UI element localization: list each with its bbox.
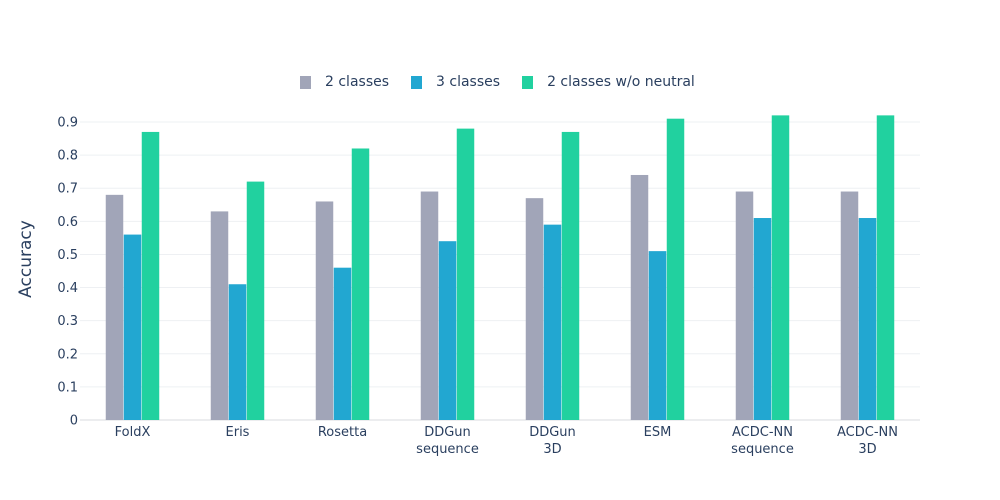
y-tick-label: 0.5 xyxy=(57,248,78,263)
bar[interactable] xyxy=(105,194,124,420)
legend-swatch-2-classes xyxy=(300,75,311,89)
x-tick-label: Rosetta xyxy=(318,425,367,440)
y-tick-label: 0.3 xyxy=(57,314,78,329)
bar[interactable] xyxy=(735,191,754,420)
bar[interactable] xyxy=(141,131,160,420)
bar[interactable] xyxy=(210,211,229,420)
legend-label-3-classes: 3 classes xyxy=(436,74,501,90)
bar[interactable] xyxy=(420,191,439,420)
bars xyxy=(105,115,895,420)
y-tick-label: 0.4 xyxy=(57,281,78,296)
y-axis-title: Accuracy xyxy=(16,220,36,298)
bar[interactable] xyxy=(543,224,562,420)
bar[interactable] xyxy=(525,198,544,420)
legend-label-2-classes: 2 classes xyxy=(325,74,390,90)
legend-item-2-classes-wo-neutral[interactable]: 2 classes w/o neutral xyxy=(522,74,695,90)
bar[interactable] xyxy=(246,181,265,420)
bar[interactable] xyxy=(840,191,859,420)
bar[interactable] xyxy=(561,131,580,420)
bar[interactable] xyxy=(456,128,475,420)
bar[interactable] xyxy=(858,218,877,420)
chart-legend: 2 classes 3 classes 2 classes w/o neutra… xyxy=(300,74,717,90)
y-tick-label: 0.8 xyxy=(57,149,78,164)
legend-swatch-2-classes-wo-neutral xyxy=(522,75,534,89)
y-tick-label: 0 xyxy=(70,414,78,429)
bar[interactable] xyxy=(315,201,334,420)
x-tick-label: FoldX xyxy=(115,425,151,440)
bar[interactable] xyxy=(630,174,649,420)
y-tick-label: 0.9 xyxy=(57,116,78,131)
legend-swatch-3-classes xyxy=(411,75,423,89)
x-tick-label: ACDC-NN sequence xyxy=(731,425,794,457)
bar[interactable] xyxy=(438,241,457,420)
x-axis-ticks: FoldX Eris Rosetta DDGun sequence DDGun 3D ESM A… xyxy=(115,425,898,457)
bar[interactable] xyxy=(666,118,685,420)
x-tick-label: ACDC-NN 3D xyxy=(837,425,898,457)
bar[interactable] xyxy=(648,251,667,420)
y-tick-label: 0.7 xyxy=(57,182,78,197)
y-tick-label: 0.2 xyxy=(57,347,78,362)
bar[interactable] xyxy=(333,267,352,420)
bar[interactable] xyxy=(228,284,247,420)
bar[interactable] xyxy=(876,115,895,420)
x-tick-label: DDGun sequence xyxy=(416,425,479,457)
y-tick-label: 0.1 xyxy=(57,380,78,395)
bar[interactable] xyxy=(351,148,370,420)
legend-item-3-classes[interactable]: 3 classes xyxy=(411,74,500,90)
bar[interactable] xyxy=(123,234,142,420)
y-tick-label: 0.6 xyxy=(57,215,78,230)
x-tick-label: DDGun 3D xyxy=(529,425,576,457)
grid-lines xyxy=(80,121,920,421)
bar[interactable] xyxy=(753,218,772,420)
x-tick-label: Eris xyxy=(226,425,250,440)
bar[interactable] xyxy=(771,115,790,420)
y-axis-ticks: 0 0.1 0.2 0.3 0.4 0.5 0.6 0.7 0.8 0.9 xyxy=(57,116,78,429)
x-tick-label: ESM xyxy=(644,425,672,440)
legend-label-2-classes-wo-neutral: 2 classes w/o neutral xyxy=(547,74,695,90)
legend-item-2-classes[interactable]: 2 classes xyxy=(300,74,389,90)
